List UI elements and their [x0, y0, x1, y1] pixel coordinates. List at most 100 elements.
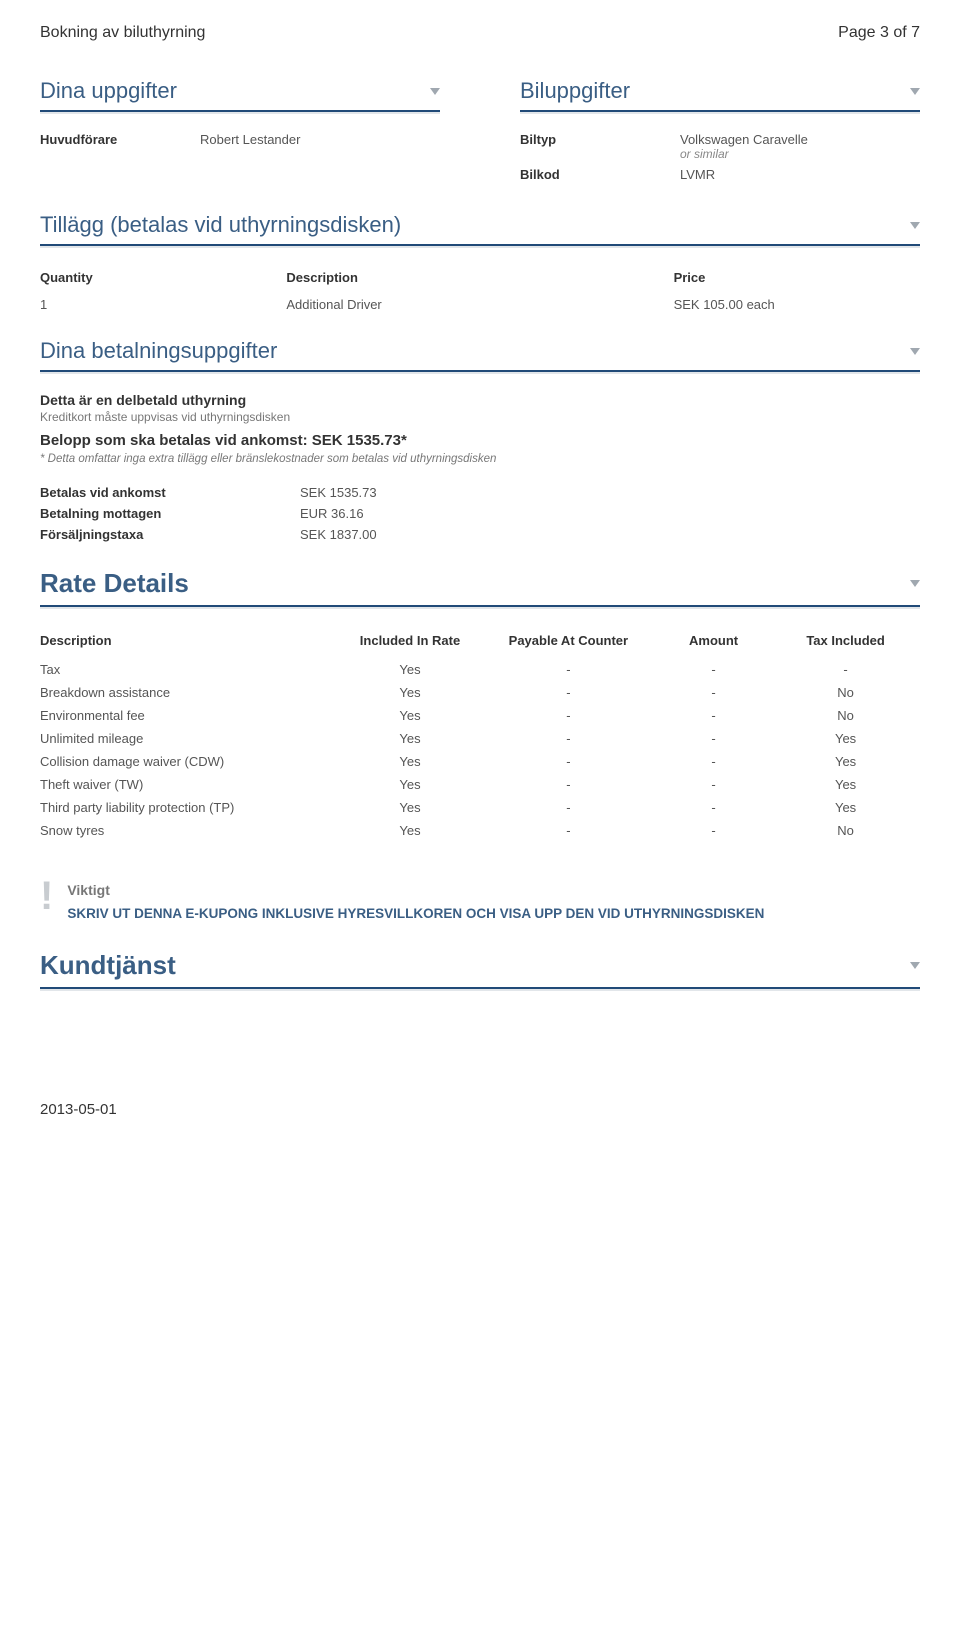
header-left: Bokning av biluthyrning — [40, 24, 205, 42]
table-row: Breakdown assistanceYes--No — [40, 681, 920, 704]
payment-row-value: SEK 1535.73 — [300, 485, 920, 500]
payment-row: Betalning mottagenEUR 36.16 — [40, 506, 920, 521]
page-header: Bokning av biluthyrning Page 3 of 7 — [40, 24, 920, 42]
cell-amt: - — [656, 819, 779, 842]
cell-desc: Environmental fee — [40, 704, 339, 727]
notice-title: Viktigt — [67, 882, 764, 898]
cell-pay: - — [489, 658, 656, 681]
cell-inc: Yes — [339, 819, 489, 842]
cell-tax: No — [779, 819, 920, 842]
cell-inc: Yes — [339, 773, 489, 796]
payment-amount: Belopp som ska betalas vid ankomst: SEK … — [40, 432, 920, 449]
cell-inc: Yes — [339, 727, 489, 750]
table-row: Snow tyresYes--No — [40, 819, 920, 842]
cell-amt: - — [656, 796, 779, 819]
notice-text: SKRIV UT DENNA E-KUPONG INKLUSIVE HYRESV… — [67, 904, 764, 924]
payment-title: Dina betalningsuppgifter — [40, 338, 920, 364]
col-pay: Payable At Counter — [489, 627, 656, 658]
support-title: Kundtjänst — [40, 950, 920, 981]
important-notice: ! Viktigt SKRIV UT DENNA E-KUPONG INKLUS… — [40, 882, 920, 924]
table-row: 1Additional DriverSEK 105.00 each — [40, 295, 920, 314]
divider — [520, 110, 920, 114]
divider — [40, 987, 920, 991]
divider — [40, 110, 440, 114]
divider — [40, 605, 920, 609]
cell-desc: Breakdown assistance — [40, 681, 339, 704]
col-price: Price — [674, 266, 920, 295]
cell-desc: Third party liability protection (TP) — [40, 796, 339, 819]
extras-title: Tillägg (betalas vid uthyrningsdisken) — [40, 212, 920, 238]
cell-desc: Collision damage waiver (CDW) — [40, 750, 339, 773]
cell-pay: - — [489, 819, 656, 842]
table-row: Collision damage waiver (CDW)Yes--Yes — [40, 750, 920, 773]
table-row: TaxYes--- — [40, 658, 920, 681]
cartype-value: Volkswagen Caravelle — [680, 132, 920, 147]
cell-inc: Yes — [339, 796, 489, 819]
payment-headline: Detta är en delbetald uthyrning — [40, 392, 920, 408]
cell-tax: Yes — [779, 773, 920, 796]
exclamation-icon: ! — [40, 876, 53, 924]
divider — [40, 370, 920, 374]
cell-desc: Snow tyres — [40, 819, 339, 842]
cell-desc: Theft waiver (TW) — [40, 773, 339, 796]
cell-tax: Yes — [779, 727, 920, 750]
cell-pay: - — [489, 704, 656, 727]
cell-pay: - — [489, 681, 656, 704]
cell-amt: - — [656, 727, 779, 750]
driver-label: Huvudförare — [40, 132, 200, 147]
cell-amt: - — [656, 750, 779, 773]
col-tax: Tax Included — [779, 627, 920, 658]
cell-pay: - — [489, 796, 656, 819]
col-inc: Included In Rate — [339, 627, 489, 658]
cell-inc: Yes — [339, 704, 489, 727]
table-row: Theft waiver (TW)Yes--Yes — [40, 773, 920, 796]
divider — [40, 244, 920, 248]
personal-title: Dina uppgifter — [40, 78, 440, 104]
chevron-down-icon — [910, 88, 920, 95]
payment-row-value: SEK 1837.00 — [300, 527, 920, 542]
cell-tax: Yes — [779, 796, 920, 819]
cell-tax: - — [779, 658, 920, 681]
cell-desc: Unlimited mileage — [40, 727, 339, 750]
extras-table: Quantity Description Price 1Additional D… — [40, 266, 920, 314]
payment-row-label: Betalas vid ankomst — [40, 485, 300, 500]
cell-desc: Tax — [40, 658, 339, 681]
car-title: Biluppgifter — [520, 78, 920, 104]
chevron-down-icon — [910, 348, 920, 355]
cell-amt: - — [656, 773, 779, 796]
chevron-down-icon — [910, 580, 920, 587]
chevron-down-icon — [430, 88, 440, 95]
cartype-label: Biltyp — [520, 132, 680, 161]
carcode-value: LVMR — [680, 167, 920, 182]
cell-pay: - — [489, 773, 656, 796]
col-amt: Amount — [656, 627, 779, 658]
cell-pay: - — [489, 750, 656, 773]
payment-row: Betalas vid ankomstSEK 1535.73 — [40, 485, 920, 500]
cell-amt: - — [656, 681, 779, 704]
chevron-down-icon — [910, 222, 920, 229]
payment-note: * Detta omfattar inga extra tillägg elle… — [40, 453, 920, 465]
payment-row-value: EUR 36.16 — [300, 506, 920, 521]
cartype-sub: or similar — [680, 147, 920, 161]
cell-price: SEK 105.00 each — [674, 295, 920, 314]
cell-inc: Yes — [339, 681, 489, 704]
payment-row: FörsäljningstaxaSEK 1837.00 — [40, 527, 920, 542]
table-row: Unlimited mileageYes--Yes — [40, 727, 920, 750]
carcode-label: Bilkod — [520, 167, 680, 182]
col-qty: Quantity — [40, 266, 286, 295]
footer-date: 2013-05-01 — [40, 1101, 920, 1118]
cell-tax: Yes — [779, 750, 920, 773]
rate-table: Description Included In Rate Payable At … — [40, 627, 920, 842]
chevron-down-icon — [910, 962, 920, 969]
col-desc: Description — [40, 627, 339, 658]
table-row: Environmental feeYes--No — [40, 704, 920, 727]
cell-pay: - — [489, 727, 656, 750]
cell-amt: - — [656, 704, 779, 727]
col-desc: Description — [286, 266, 673, 295]
payment-row-label: Betalning mottagen — [40, 506, 300, 521]
header-right: Page 3 of 7 — [838, 24, 920, 42]
cell-tax: No — [779, 704, 920, 727]
cell-amt: - — [656, 658, 779, 681]
cell-tax: No — [779, 681, 920, 704]
cell-inc: Yes — [339, 750, 489, 773]
